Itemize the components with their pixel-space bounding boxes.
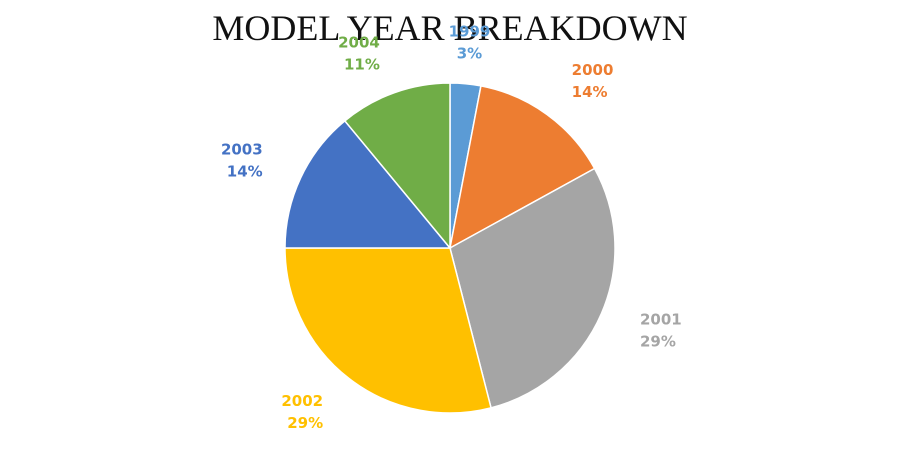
slice-category-label: 2001 bbox=[640, 311, 682, 329]
pie-slice bbox=[449, 167, 616, 409]
slice-value-label: 14% bbox=[227, 162, 263, 180]
slice-value-label: 29% bbox=[287, 414, 323, 432]
pie-slice bbox=[448, 85, 596, 250]
pie-slice bbox=[284, 247, 492, 414]
chart-title: MODEL YEAR BREAKDOWN bbox=[212, 8, 687, 48]
slice-value-label: 29% bbox=[640, 333, 676, 351]
slice-category-label: 2000 bbox=[572, 61, 614, 79]
slice-category-label: 2004 bbox=[338, 34, 380, 52]
slice-value-label: 3% bbox=[457, 44, 482, 62]
slice-value-label: 11% bbox=[344, 56, 380, 74]
slice-category-label: 1999 bbox=[449, 22, 491, 40]
slice-category-label: 2003 bbox=[221, 140, 263, 158]
pie-slice bbox=[284, 119, 452, 249]
slice-value-label: 14% bbox=[572, 83, 608, 101]
pie-slice bbox=[343, 82, 451, 251]
slice-category-label: 2002 bbox=[281, 392, 323, 410]
